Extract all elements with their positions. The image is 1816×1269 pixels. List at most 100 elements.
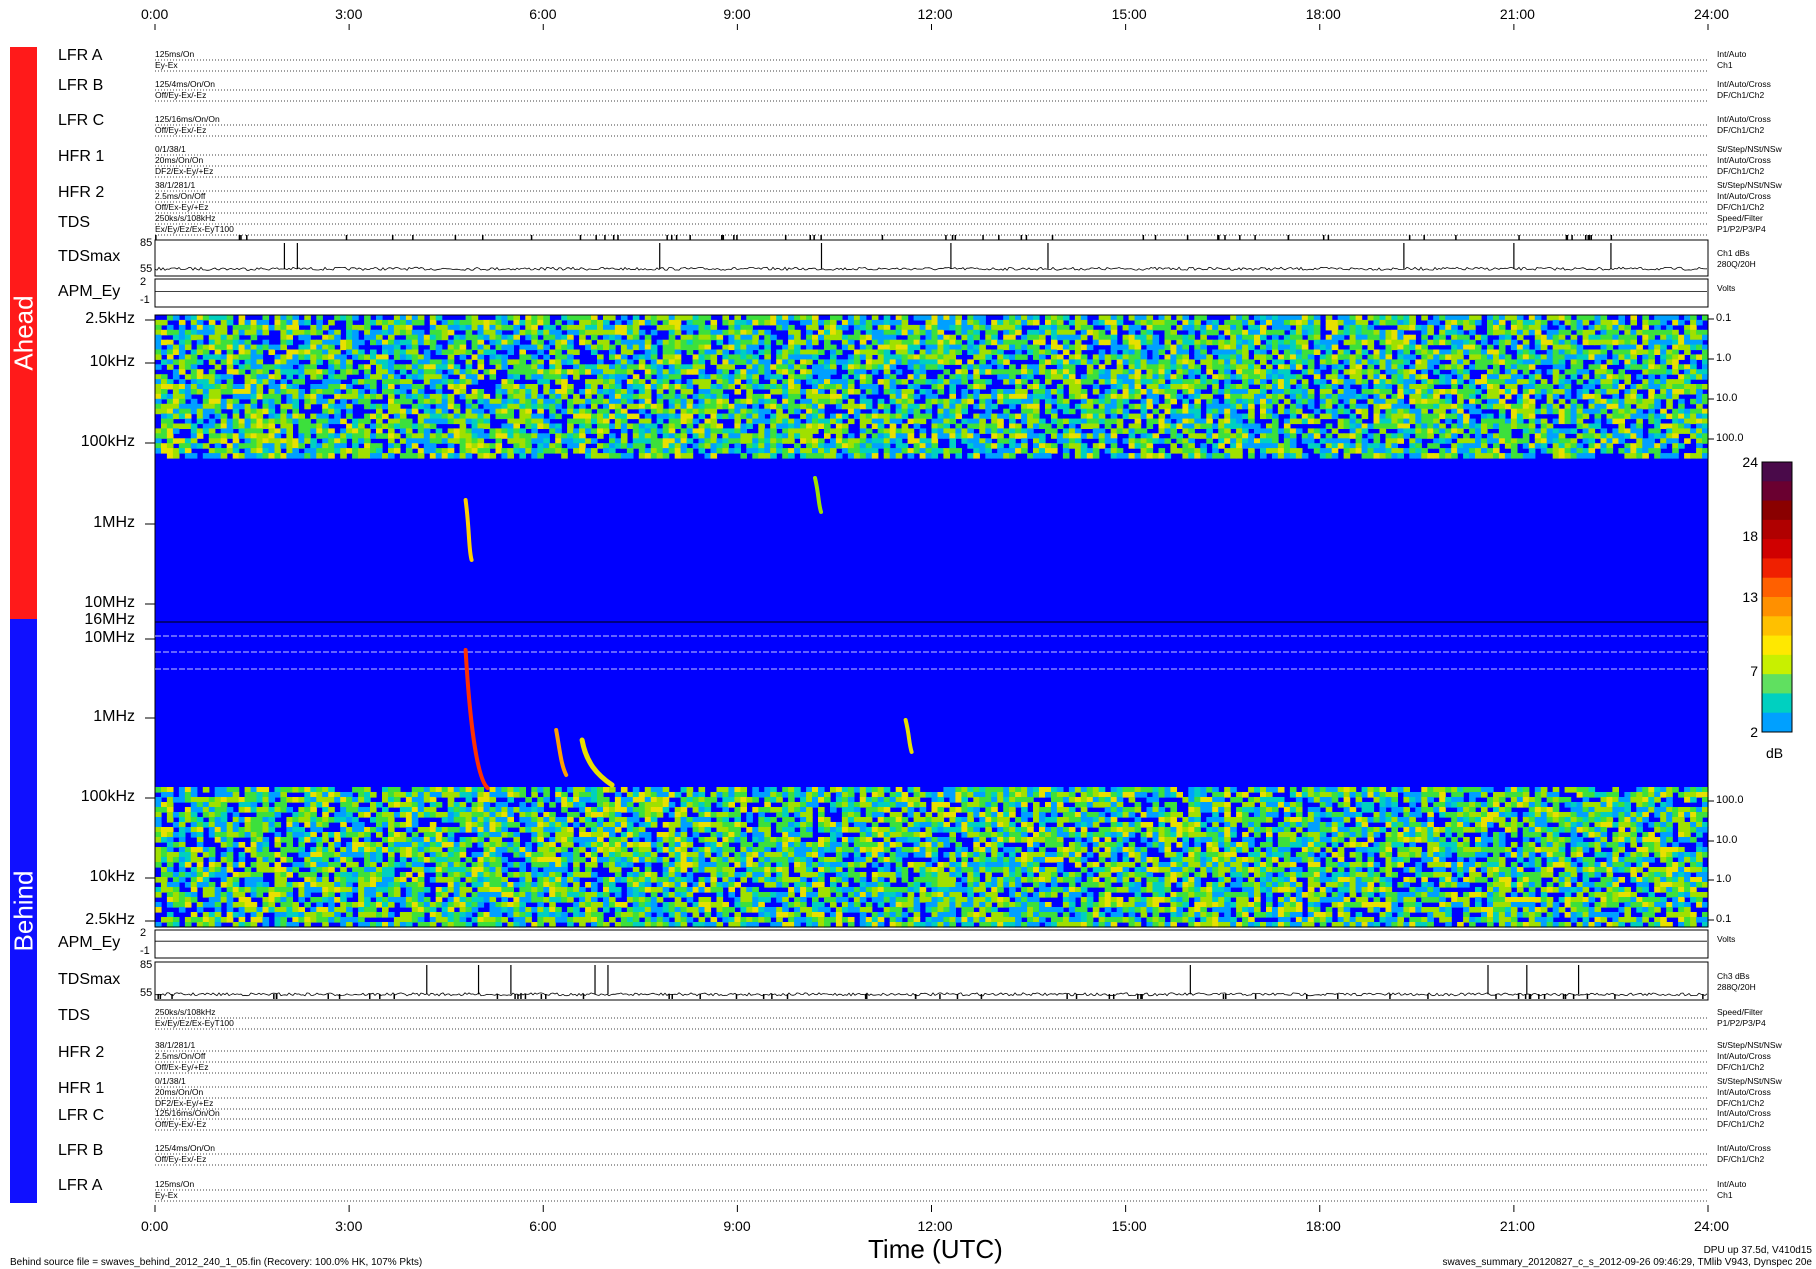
spectrogram-cell: [1260, 329, 1267, 336]
spectrogram-cell: [1379, 334, 1387, 341]
spectrogram-cell: [800, 448, 807, 454]
spectrogram-cell: [525, 423, 532, 429]
spectrogram-cell: [429, 384, 437, 390]
spectrogram-cell: [806, 453, 813, 459]
spectrogram-cell: [340, 315, 347, 321]
spectrogram-cell: [1266, 354, 1273, 360]
spectrogram-cell: [1194, 384, 1201, 390]
spectrogram-cell: [1463, 339, 1470, 346]
spectrogram-cell: [477, 443, 485, 449]
spectrogram-cell: [674, 329, 682, 336]
spectrogram-cell: [1116, 393, 1124, 400]
spectrogram-cell: [698, 398, 706, 405]
spectrogram-cell: [1457, 403, 1464, 410]
spectrogram-cell: [334, 354, 341, 360]
spectrogram-cell: [1373, 369, 1381, 375]
spectrogram-cell: [358, 453, 365, 459]
spectrogram-cell: [1033, 413, 1040, 420]
spectrogram-cell: [244, 389, 252, 395]
spectrogram-cell: [376, 433, 383, 439]
spectrogram-cell: [680, 364, 688, 370]
spectrogram-cell: [1439, 453, 1446, 459]
spectrogram-cell: [1176, 379, 1183, 385]
spectrogram-cell: [764, 398, 771, 405]
spectrogram-cell: [567, 339, 574, 346]
spectrogram-cell: [513, 369, 520, 375]
spectrogram-cell: [614, 418, 622, 425]
spectrogram-cell: [405, 374, 413, 380]
spectrogram-cell: [525, 364, 532, 370]
spectrogram-cell: [883, 433, 891, 439]
spectrogram-cell: [256, 428, 264, 434]
spectrogram-cell: [937, 403, 945, 410]
spectrogram-cell: [901, 413, 909, 420]
spectrogram-cell: [1152, 339, 1160, 346]
spectrogram-cell: [513, 403, 520, 410]
spectrogram-cell: [310, 374, 317, 380]
spectrogram-cell: [1080, 379, 1088, 385]
spectrogram-cell: [698, 403, 706, 410]
tds-event-mark: [1572, 994, 1575, 999]
spectrogram-cell: [1140, 315, 1148, 321]
spectrogram-cell: [376, 443, 383, 449]
spectrogram-cell: [967, 329, 974, 336]
spectrogram-cell: [304, 329, 311, 336]
spectrogram-cell: [1272, 319, 1279, 326]
spectrogram-cell: [931, 423, 939, 429]
tds-event-mark: [1217, 235, 1219, 240]
spectrogram-cell: [1104, 423, 1112, 429]
spectrogram-cell: [405, 453, 413, 459]
spectrogram-cell: [1451, 403, 1458, 410]
spectrogram-cell: [1248, 389, 1255, 395]
spectrogram-cell: [943, 319, 950, 326]
spectrogram-cell: [376, 369, 383, 375]
tds-event-mark: [530, 235, 533, 240]
spectrogram-cell: [196, 349, 204, 355]
spectrogram-cell: [1319, 403, 1327, 410]
spectrogram-cell: [208, 423, 216, 429]
spectrogram-cell: [519, 448, 526, 454]
spectrogram-cell: [1391, 364, 1398, 370]
spectrogram-cell: [877, 428, 885, 434]
spectrogram-cell: [895, 344, 903, 351]
spectrogram-cell: [1080, 324, 1088, 331]
tds-event-mark: [1588, 235, 1591, 240]
spectrogram-cell: [477, 393, 485, 400]
spectrogram-cell: [1068, 418, 1076, 425]
spectrogram-cell: [262, 374, 270, 380]
spectrogram-cell: [286, 369, 293, 375]
spectrogram-cell: [824, 369, 831, 375]
spectrogram-cell: [178, 369, 186, 375]
spectrogram-cell: [465, 364, 473, 370]
spectrogram-cell: [1409, 334, 1416, 341]
spectrogram-cell: [1283, 433, 1291, 439]
spectrogram-cell: [405, 448, 413, 454]
spectrogram-cell: [1295, 315, 1303, 321]
spectrogram-cell: [859, 319, 867, 326]
tds-event-mark: [813, 235, 815, 240]
spectrogram-cell: [447, 369, 455, 375]
spectrogram-cell: [1188, 329, 1195, 336]
spectrogram-cell: [549, 359, 556, 365]
spectrogram-cell: [328, 364, 335, 370]
spectrogram-cell: [1021, 418, 1028, 425]
spectrogram-cell: [298, 443, 305, 449]
spectrogram-cell: [1051, 413, 1058, 420]
spectrogram-cell: [722, 413, 729, 420]
spectrogram-cell: [830, 354, 837, 360]
spectrogram-cell: [1295, 389, 1303, 395]
spectrogram-cell: [358, 354, 365, 360]
spectrogram-cell: [501, 403, 508, 410]
spectrogram-cell: [740, 403, 747, 410]
spectrogram-cell: [1355, 379, 1363, 385]
spectrogram-cell: [214, 334, 222, 341]
spectrogram-cell: [1433, 418, 1440, 425]
spectrogram-cell: [352, 398, 359, 405]
spectrogram-cell: [1439, 379, 1446, 385]
tds-event-mark: [1225, 994, 1227, 999]
spectrogram-cell: [847, 418, 855, 425]
spectrogram-cell: [859, 349, 867, 355]
spectrogram-cell: [674, 433, 682, 439]
spectrogram-cell: [525, 334, 532, 341]
spectrogram-cell: [859, 374, 867, 380]
